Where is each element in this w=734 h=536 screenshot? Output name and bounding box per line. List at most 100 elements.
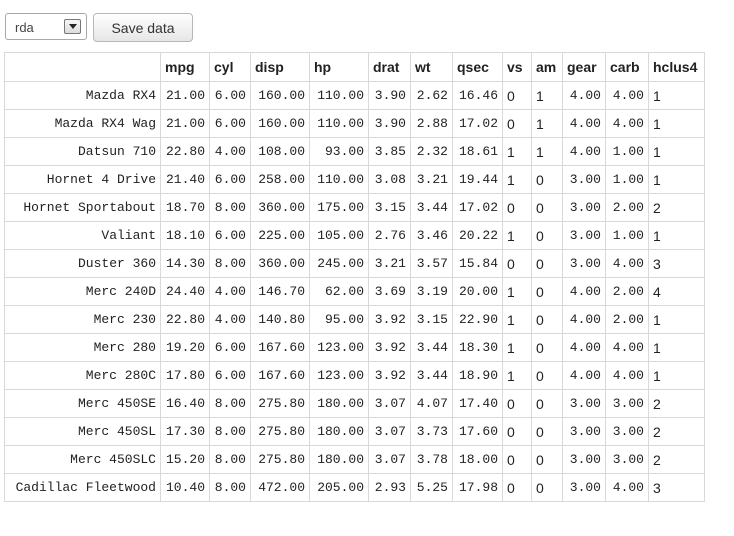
cell-wt[interactable]: 5.25: [410, 473, 453, 502]
cell-hclus4[interactable]: 2: [648, 193, 705, 222]
cell-hclus4[interactable]: 1: [648, 221, 705, 250]
cell-gear[interactable]: 3.00: [562, 417, 606, 446]
dataset-select[interactable]: rda: [5, 13, 87, 40]
cell-drat[interactable]: 3.21: [368, 249, 411, 278]
cell-carb[interactable]: 4.00: [605, 249, 649, 278]
table-row[interactable]: Merc 450SL 17.30 8.00 275.80 180.00 3.07 3.73 1…: [4, 417, 705, 446]
table-row[interactable]: Datsun 710 22.80 4.00 108.00 93.00 3.85 2.32 18…: [4, 137, 705, 166]
row-name-cell[interactable]: Merc 240D: [4, 277, 161, 306]
cell-am[interactable]: 0: [531, 417, 563, 446]
cell-mpg[interactable]: 18.10: [160, 221, 210, 250]
cell-cyl[interactable]: 4.00: [209, 277, 251, 306]
cell-carb[interactable]: 3.00: [605, 417, 649, 446]
column-header-disp[interactable]: disp: [250, 52, 310, 82]
cell-gear[interactable]: 3.00: [562, 389, 606, 418]
cell-carb[interactable]: 2.00: [605, 193, 649, 222]
cell-carb[interactable]: 4.00: [605, 333, 649, 362]
cell-cyl[interactable]: 6.00: [209, 81, 251, 110]
cell-gear[interactable]: 3.00: [562, 165, 606, 194]
row-name-cell[interactable]: Merc 280: [4, 333, 161, 362]
cell-mpg[interactable]: 17.80: [160, 361, 210, 390]
cell-disp[interactable]: 275.80: [250, 389, 310, 418]
cell-wt[interactable]: 4.07: [410, 389, 453, 418]
cell-gear[interactable]: 3.00: [562, 221, 606, 250]
cell-qsec[interactable]: 18.30: [452, 333, 503, 362]
cell-qsec[interactable]: 15.84: [452, 249, 503, 278]
cell-hp[interactable]: 175.00: [309, 193, 369, 222]
cell-mpg[interactable]: 10.40: [160, 473, 210, 502]
table-row[interactable]: Merc 280 19.20 6.00 167.60 123.00 3.92 3.44 18.…: [4, 333, 705, 362]
cell-cyl[interactable]: 8.00: [209, 249, 251, 278]
cell-hp[interactable]: 123.00: [309, 333, 369, 362]
cell-carb[interactable]: 1.00: [605, 221, 649, 250]
row-name-cell[interactable]: Datsun 710: [4, 137, 161, 166]
cell-disp[interactable]: 140.80: [250, 305, 310, 334]
cell-gear[interactable]: 4.00: [562, 137, 606, 166]
cell-hp[interactable]: 245.00: [309, 249, 369, 278]
cell-am[interactable]: 0: [531, 333, 563, 362]
cell-am[interactable]: 0: [531, 221, 563, 250]
cell-vs[interactable]: 1: [502, 305, 532, 334]
table-row[interactable]: Hornet 4 Drive 21.40 6.00 258.00 110.00 3.08 3…: [4, 165, 705, 194]
cell-mpg[interactable]: 17.30: [160, 417, 210, 446]
cell-drat[interactable]: 3.69: [368, 277, 411, 306]
cell-carb[interactable]: 4.00: [605, 473, 649, 502]
cell-hclus4[interactable]: 1: [648, 109, 705, 138]
cell-hclus4[interactable]: 2: [648, 389, 705, 418]
cell-am[interactable]: 0: [531, 249, 563, 278]
cell-gear[interactable]: 3.00: [562, 473, 606, 502]
cell-mpg[interactable]: 24.40: [160, 277, 210, 306]
cell-drat[interactable]: 3.07: [368, 417, 411, 446]
row-name-cell[interactable]: Merc 450SL: [4, 417, 161, 446]
cell-vs[interactable]: 0: [502, 389, 532, 418]
cell-vs[interactable]: 1: [502, 277, 532, 306]
cell-qsec[interactable]: 18.00: [452, 445, 503, 474]
cell-cyl[interactable]: 8.00: [209, 473, 251, 502]
cell-am[interactable]: 1: [531, 137, 563, 166]
cell-hclus4[interactable]: 3: [648, 249, 705, 278]
cell-hp[interactable]: 180.00: [309, 389, 369, 418]
cell-vs[interactable]: 0: [502, 445, 532, 474]
cell-carb[interactable]: 2.00: [605, 277, 649, 306]
cell-qsec[interactable]: 16.46: [452, 81, 503, 110]
cell-gear[interactable]: 4.00: [562, 305, 606, 334]
column-header-cyl[interactable]: cyl: [209, 52, 251, 82]
cell-gear[interactable]: 4.00: [562, 333, 606, 362]
cell-wt[interactable]: 3.44: [410, 333, 453, 362]
cell-gear[interactable]: 4.00: [562, 277, 606, 306]
cell-wt[interactable]: 3.21: [410, 165, 453, 194]
cell-disp[interactable]: 225.00: [250, 221, 310, 250]
cell-vs[interactable]: 1: [502, 221, 532, 250]
cell-disp[interactable]: 108.00: [250, 137, 310, 166]
cell-wt[interactable]: 3.78: [410, 445, 453, 474]
cell-wt[interactable]: 2.62: [410, 81, 453, 110]
cell-wt[interactable]: 3.46: [410, 221, 453, 250]
cell-am[interactable]: 0: [531, 165, 563, 194]
cell-drat[interactable]: 3.85: [368, 137, 411, 166]
cell-disp[interactable]: 472.00: [250, 473, 310, 502]
cell-hclus4[interactable]: 3: [648, 473, 705, 502]
column-header-am[interactable]: am: [531, 52, 563, 82]
cell-drat[interactable]: 2.76: [368, 221, 411, 250]
cell-drat[interactable]: 3.07: [368, 389, 411, 418]
row-name-cell[interactable]: Merc 450SLC: [4, 445, 161, 474]
cell-disp[interactable]: 360.00: [250, 193, 310, 222]
table-row[interactable]: Merc 280C 17.80 6.00 167.60 123.00 3.92 3.44 18…: [4, 361, 705, 390]
cell-carb[interactable]: 4.00: [605, 81, 649, 110]
row-name-cell[interactable]: Hornet 4 Drive: [4, 165, 161, 194]
cell-hclus4[interactable]: 1: [648, 81, 705, 110]
cell-vs[interactable]: 1: [502, 361, 532, 390]
cell-mpg[interactable]: 22.80: [160, 305, 210, 334]
cell-vs[interactable]: 0: [502, 193, 532, 222]
column-header-carb[interactable]: carb: [605, 52, 649, 82]
cell-carb[interactable]: 3.00: [605, 445, 649, 474]
row-name-cell[interactable]: Merc 230: [4, 305, 161, 334]
cell-hclus4[interactable]: 1: [648, 333, 705, 362]
cell-cyl[interactable]: 6.00: [209, 333, 251, 362]
cell-drat[interactable]: 2.93: [368, 473, 411, 502]
cell-qsec[interactable]: 18.90: [452, 361, 503, 390]
cell-wt[interactable]: 3.19: [410, 277, 453, 306]
cell-wt[interactable]: 3.73: [410, 417, 453, 446]
cell-carb[interactable]: 2.00: [605, 305, 649, 334]
column-header-gear[interactable]: gear: [562, 52, 606, 82]
